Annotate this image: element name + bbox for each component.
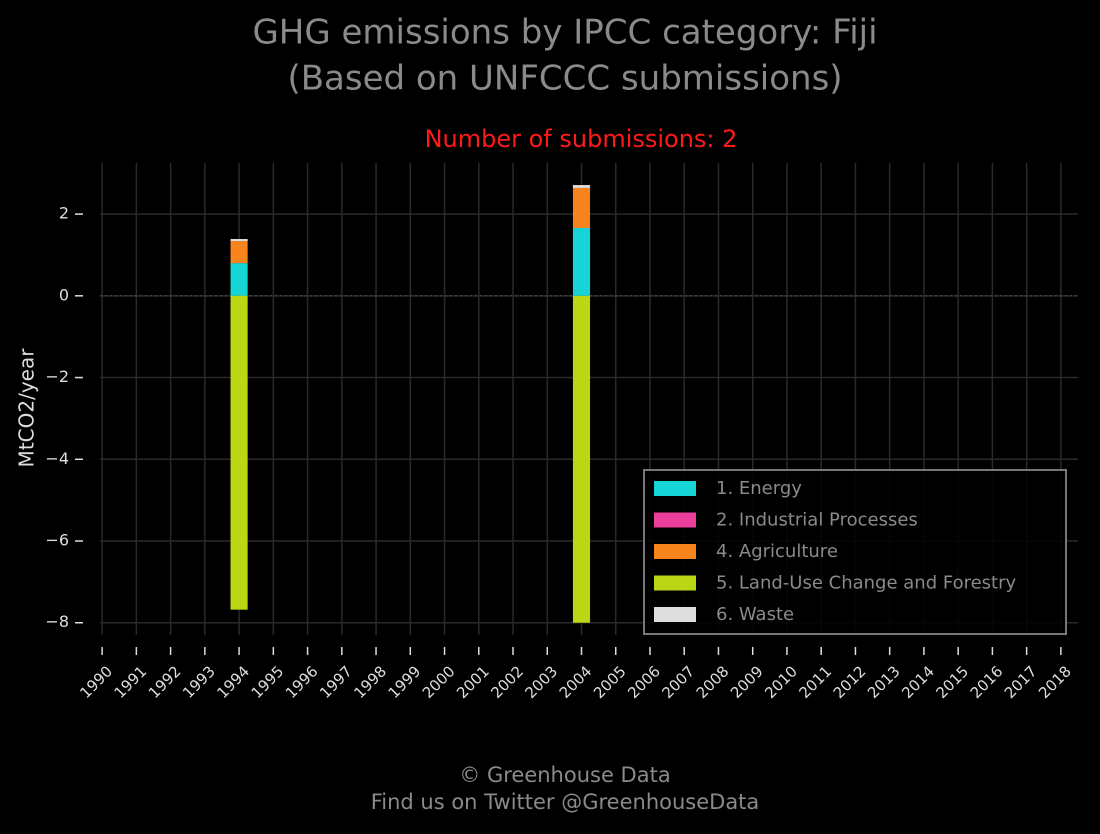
chart-title: GHG emissions by IPCC category: Fiji — [252, 13, 877, 53]
legend-swatch — [654, 607, 696, 622]
y-tick-label: −8 — [45, 612, 69, 631]
chart-subtitle: Number of submissions: 2 — [425, 125, 738, 153]
y-axis-label: MtCO2/year — [15, 348, 39, 468]
footer: © Greenhouse Data — [459, 763, 670, 787]
bar-segment — [230, 241, 248, 264]
footer: Find us on Twitter @GreenhouseData — [371, 790, 760, 814]
y-tick-label: −6 — [45, 531, 69, 550]
bar-segment — [230, 239, 248, 242]
legend-label: 5. Land-Use Change and Forestry — [716, 573, 1016, 594]
bar-segment — [572, 185, 591, 188]
y-tick-label: −2 — [45, 367, 69, 386]
legend-label: 2. Industrial Processes — [716, 510, 918, 531]
bar-segment — [572, 187, 591, 228]
legend-label: 6. Waste — [716, 604, 794, 625]
legend-swatch — [654, 575, 696, 591]
y-tick-label: −4 — [45, 449, 69, 468]
bar-segment — [572, 227, 591, 296]
bar-segment — [572, 295, 591, 623]
legend-box — [643, 469, 1067, 635]
legend-swatch — [654, 512, 696, 528]
y-tick-label: 0 — [59, 285, 69, 304]
legend-label: 1. Energy — [716, 478, 802, 499]
legend-label: 4. Agriculture — [716, 541, 838, 562]
bar-segment — [230, 295, 248, 610]
chart-title: (Based on UNFCCC submissions) — [287, 59, 842, 99]
y-tick-label: 2 — [59, 204, 69, 223]
legend-swatch — [654, 544, 696, 559]
bar-segment — [230, 263, 248, 296]
legend-swatch — [654, 481, 696, 496]
